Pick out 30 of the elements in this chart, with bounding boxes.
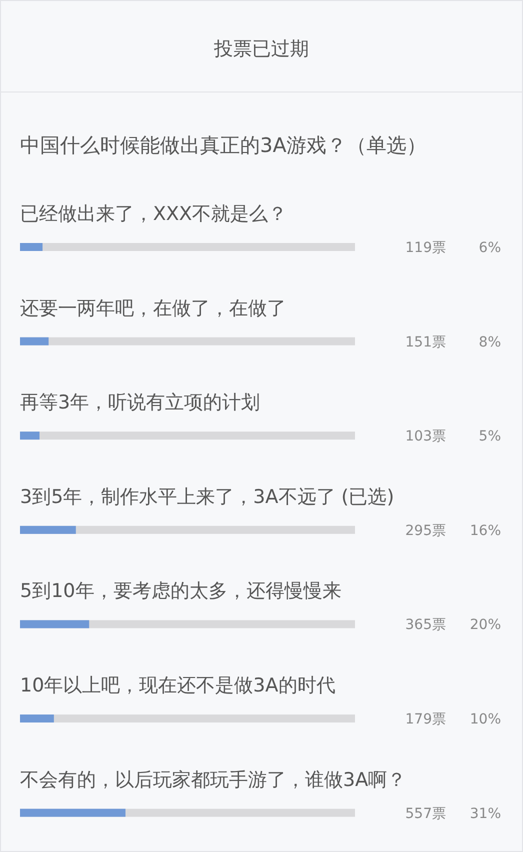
y-tick-label: 不会有的，以后玩家都玩手游了，谁做3A啊？ bbox=[20, 768, 406, 791]
bar bbox=[20, 620, 90, 628]
data-label: 295票 bbox=[405, 522, 446, 539]
chart-title: 投票已过期 bbox=[213, 38, 309, 60]
y-tick-label: 10年以上吧，现在还不是做3A的时代 bbox=[20, 674, 336, 696]
data-label: 557票 bbox=[405, 806, 446, 822]
data-label: 179票 bbox=[405, 712, 446, 728]
data-label: 103票 bbox=[405, 428, 446, 445]
y-tick-label: 5到10年，要考虑的太多，还得慢慢来 bbox=[20, 580, 342, 602]
data-label: 151票 bbox=[405, 334, 446, 350]
bar bbox=[20, 526, 76, 534]
y-tick-label: 再等3年，听说有立项的计划 bbox=[20, 392, 260, 414]
y-tick-label: 3到5年，制作水平上来了，3A不远了 (已选) bbox=[20, 486, 394, 508]
chart-subtitle: 中国什么时候能做出真正的3A游戏？（单选） bbox=[20, 133, 426, 157]
text: 20% bbox=[470, 617, 501, 634]
text: 16% bbox=[470, 522, 501, 539]
bar bbox=[20, 337, 49, 346]
data-label: 119票 bbox=[405, 240, 446, 256]
bar bbox=[20, 714, 54, 722]
text: 8% bbox=[478, 334, 501, 350]
bar bbox=[20, 808, 126, 817]
y-tick-label: 还要一两年吧，在做了，在做了 bbox=[20, 297, 286, 320]
y-tick-label: 已经做出来了，XXX不就是么？ bbox=[20, 203, 288, 225]
text: 10% bbox=[470, 712, 501, 728]
text: 31% bbox=[470, 806, 501, 822]
bar bbox=[20, 243, 43, 251]
text: 6% bbox=[478, 240, 501, 256]
text: 5% bbox=[478, 428, 501, 445]
data-label: 365票 bbox=[405, 617, 446, 634]
bar bbox=[20, 432, 40, 440]
